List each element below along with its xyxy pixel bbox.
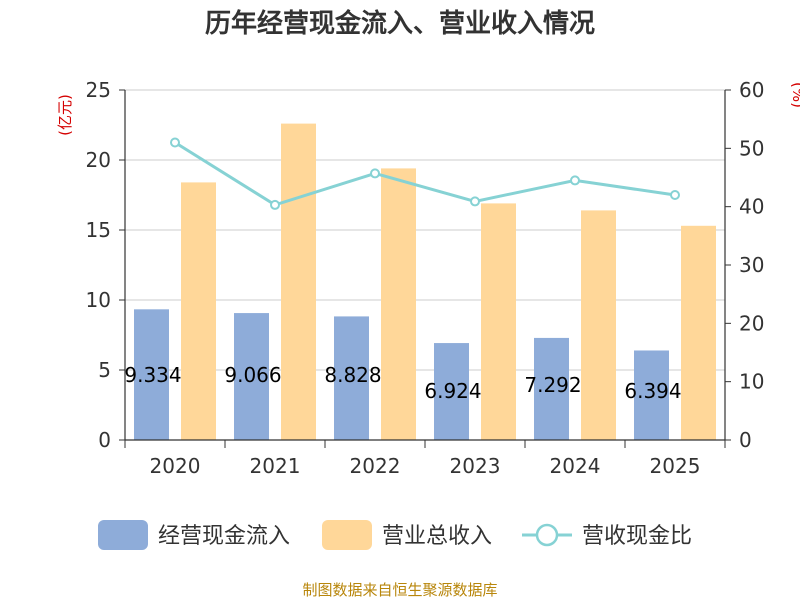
right-tick-label: 0	[739, 428, 752, 452]
source-note: 制图数据来自恒生聚源数据库	[302, 581, 497, 599]
x-tick-label: 2025	[650, 454, 701, 478]
bar-total-revenue	[581, 210, 616, 440]
left-axis: 0 5 10 15 20 25	[86, 78, 126, 452]
right-axis: 0 10 20 30 40 50 60	[724, 78, 764, 452]
right-axis-unit: (%)	[789, 82, 800, 108]
legend-swatch-marker-revenue-cash-ratio	[535, 523, 559, 547]
right-tick-label: 40	[739, 195, 764, 219]
line-point-revenue-cash-ratio	[370, 168, 380, 179]
bar-cash-inflow	[634, 350, 669, 440]
bar-cash-inflow	[334, 316, 369, 440]
bar-cash-inflow	[534, 337, 569, 440]
legend-label-total-revenue: 营业总收入	[382, 524, 492, 549]
bar-total-revenue	[281, 123, 316, 440]
x-axis: 2020 2021 2022 2023 2024 2025	[124, 439, 726, 478]
line-point-revenue-cash-ratio	[170, 137, 180, 148]
line-point-revenue-cash-ratio	[670, 190, 680, 200]
data-label-cash-inflow: 9.066	[224, 363, 281, 387]
bar-cash-inflow	[234, 313, 269, 440]
right-tick-label: 60	[739, 78, 764, 102]
right-tick-label: 10	[739, 370, 764, 394]
data-label-cash-inflow: 6.394	[624, 379, 681, 403]
bar-total-revenue	[381, 168, 416, 440]
line-point-revenue-cash-ratio	[470, 196, 480, 207]
line-revenue-cash-ratio	[174, 141, 676, 207]
x-tick-label: 2021	[250, 454, 301, 478]
data-labels: 9.334 9.066 8.828 6.924 7.292 6.394	[124, 363, 681, 403]
legend-label-revenue-cash-ratio: 营收现金比	[582, 524, 692, 549]
bar-total-revenue	[681, 225, 716, 440]
line-series	[170, 137, 680, 210]
data-label-cash-inflow: 8.828	[324, 363, 381, 387]
gridlines	[125, 89, 725, 371]
legend-label-cash-inflow: 经营现金流入	[158, 524, 290, 549]
x-tick-label: 2022	[350, 454, 401, 478]
left-tick-label: 25	[86, 78, 111, 102]
bar-cash-inflow	[434, 343, 469, 440]
chart-title: 历年经营现金流入、营业收入情况	[205, 8, 595, 39]
left-tick-label: 10	[86, 288, 111, 312]
left-tick-label: 5	[98, 358, 111, 382]
line-point-revenue-cash-ratio	[570, 175, 580, 186]
legend-swatch-total-revenue	[322, 520, 372, 550]
data-label-cash-inflow: 9.334	[124, 363, 181, 387]
right-tick-label: 20	[739, 311, 764, 335]
bar-total-revenue	[481, 203, 516, 440]
x-tick-label: 2023	[450, 454, 501, 478]
data-label-cash-inflow: 6.924	[424, 379, 481, 403]
bar-cash-inflow	[134, 309, 169, 440]
left-tick-label: 0	[98, 428, 111, 452]
left-tick-label: 20	[86, 148, 111, 172]
data-label-cash-inflow: 7.292	[524, 373, 581, 397]
legend-swatch-cash-inflow	[98, 520, 148, 550]
bars	[134, 123, 716, 440]
right-tick-label: 30	[739, 253, 764, 277]
left-tick-label: 15	[86, 218, 111, 242]
x-tick-label: 2024	[550, 454, 601, 478]
left-axis-unit: (亿元)	[56, 94, 74, 136]
bar-total-revenue	[181, 182, 216, 440]
legend: 经营现金流入 营业总收入 营收现金比	[98, 520, 692, 550]
x-tick-label: 2020	[150, 454, 201, 478]
right-tick-label: 50	[739, 136, 764, 160]
line-point-revenue-cash-ratio	[270, 199, 280, 210]
